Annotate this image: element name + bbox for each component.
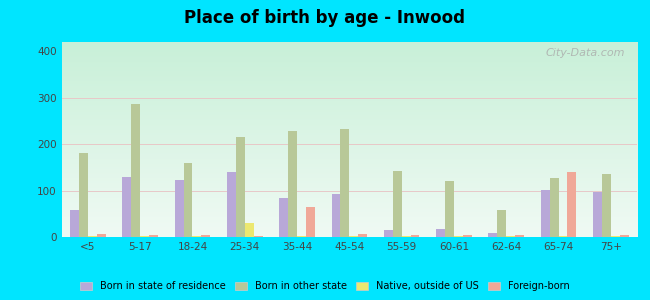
Bar	[350, 236, 358, 237]
Bar	[436, 229, 445, 237]
Bar	[384, 230, 393, 237]
Bar	[611, 236, 619, 237]
Bar	[131, 104, 140, 237]
Bar	[192, 236, 202, 237]
Bar	[358, 234, 367, 237]
Bar	[236, 137, 245, 237]
Bar	[489, 233, 497, 237]
Legend: Born in state of residence, Born in other state, Native, outside of US, Foreign-: Born in state of residence, Born in othe…	[77, 278, 573, 295]
Bar	[175, 180, 183, 237]
Bar	[88, 236, 97, 237]
Bar	[149, 235, 158, 237]
Bar	[297, 236, 306, 237]
Bar	[541, 190, 550, 237]
Bar	[497, 210, 506, 237]
Bar	[280, 197, 288, 237]
Bar	[122, 177, 131, 237]
Bar	[463, 235, 472, 237]
Bar	[245, 223, 254, 237]
Bar	[70, 210, 79, 237]
Bar	[593, 191, 602, 237]
Bar	[332, 194, 341, 237]
Bar	[183, 163, 192, 237]
Text: Place of birth by age - Inwood: Place of birth by age - Inwood	[185, 9, 465, 27]
Bar	[558, 236, 567, 237]
Bar	[454, 236, 463, 237]
Bar	[445, 181, 454, 237]
Bar	[619, 235, 629, 237]
Bar	[602, 174, 611, 237]
Bar	[402, 236, 411, 237]
Bar	[393, 171, 402, 237]
Bar	[515, 235, 524, 237]
Bar	[227, 172, 236, 237]
Bar	[411, 235, 419, 237]
Bar	[202, 235, 210, 237]
Bar	[254, 236, 263, 237]
Bar	[567, 172, 577, 237]
Bar	[506, 236, 515, 237]
Text: City-Data.com: City-Data.com	[546, 48, 625, 58]
Bar	[306, 207, 315, 237]
Bar	[341, 129, 350, 237]
Bar	[288, 131, 297, 237]
Bar	[79, 153, 88, 237]
Bar	[97, 234, 106, 237]
Bar	[140, 236, 149, 237]
Bar	[550, 178, 558, 237]
